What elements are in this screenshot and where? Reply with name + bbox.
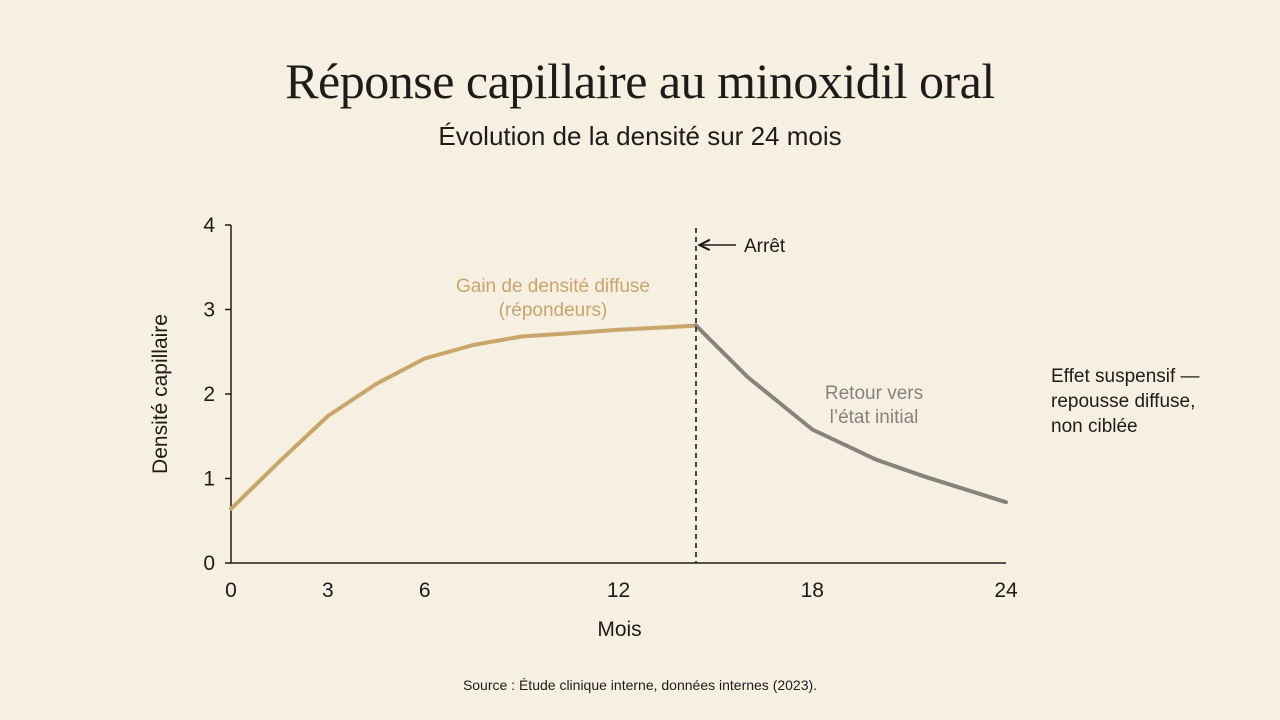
series-label: Retour vers <box>825 383 923 404</box>
chart-subtitle: Évolution de la densité sur 24 mois <box>438 121 842 151</box>
y-tick-label: 3 <box>203 299 215 322</box>
side-note-line: Effet suspensif — <box>1051 366 1200 387</box>
side-note-line: repousse diffuse, <box>1051 391 1196 412</box>
x-tick-label: 12 <box>607 579 630 602</box>
y-axis-label: Densité capillaire <box>149 314 172 474</box>
stop-label: Arrêt <box>744 236 786 257</box>
side-note: Effet suspensif — repousse diffuse, non … <box>1051 364 1251 439</box>
x-tick-label: 6 <box>419 579 431 602</box>
series-line-return <box>694 323 1008 505</box>
series-label: (répondeurs) <box>499 300 608 321</box>
x-axis-label: Mois <box>597 618 641 641</box>
y-tick-label: 0 <box>203 552 215 575</box>
x-tick-label: 24 <box>994 579 1018 602</box>
y-tick-label: 2 <box>203 383 215 406</box>
x-tick-label: 18 <box>801 579 824 602</box>
y-tick-label: 1 <box>203 468 215 491</box>
x-tick-label: 3 <box>322 579 334 602</box>
series-label: Gain de densité diffuse <box>456 276 650 297</box>
series-line-gain <box>229 323 698 511</box>
y-tick-label: 4 <box>203 214 215 237</box>
source-note: Source : Étude clinique interne, données… <box>462 677 818 693</box>
side-note-line: non ciblée <box>1051 416 1138 437</box>
series-label: l’état initial <box>830 407 919 428</box>
x-tick-label: 0 <box>225 579 237 602</box>
chart-title: Réponse capillaire au minoxidil oral <box>285 53 995 109</box>
